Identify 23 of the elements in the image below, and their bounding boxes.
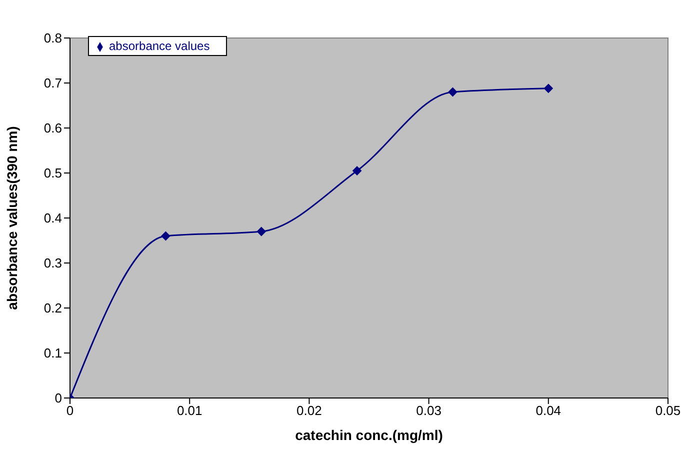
y-tick-label: 0.6 [44, 120, 62, 136]
point [256, 227, 266, 236]
y-tick-label: 0.2 [44, 300, 62, 316]
x-tick-label: 0.04 [536, 403, 562, 418]
y-tick-label: 0.3 [44, 256, 62, 271]
y-axis-title: absorbance values(390 nm) [4, 126, 20, 310]
x-tick-label: 0.01 [176, 403, 202, 418]
y-tick-label: 0.7 [44, 76, 62, 91]
x-tick-label: 0.03 [416, 403, 442, 418]
x-tick-label: 0.02 [296, 403, 322, 418]
x-axis-title: catechin conc.(mg/ml) [295, 427, 443, 443]
point [544, 84, 553, 93]
legend-label: absorbance values [109, 39, 210, 53]
point [161, 232, 170, 240]
x-tick-label: 0.05 [655, 403, 681, 418]
point [448, 88, 458, 96]
x-tick-label: 0 [66, 403, 74, 418]
y-tick-label: 0.4 [44, 210, 62, 226]
y-tick-label: 0 [54, 390, 62, 406]
y-tick-label: 0.5 [44, 166, 62, 181]
point [352, 166, 362, 176]
y-tick-label: 0.8 [44, 30, 62, 46]
y-tick-label: 0.1 [44, 346, 62, 361]
